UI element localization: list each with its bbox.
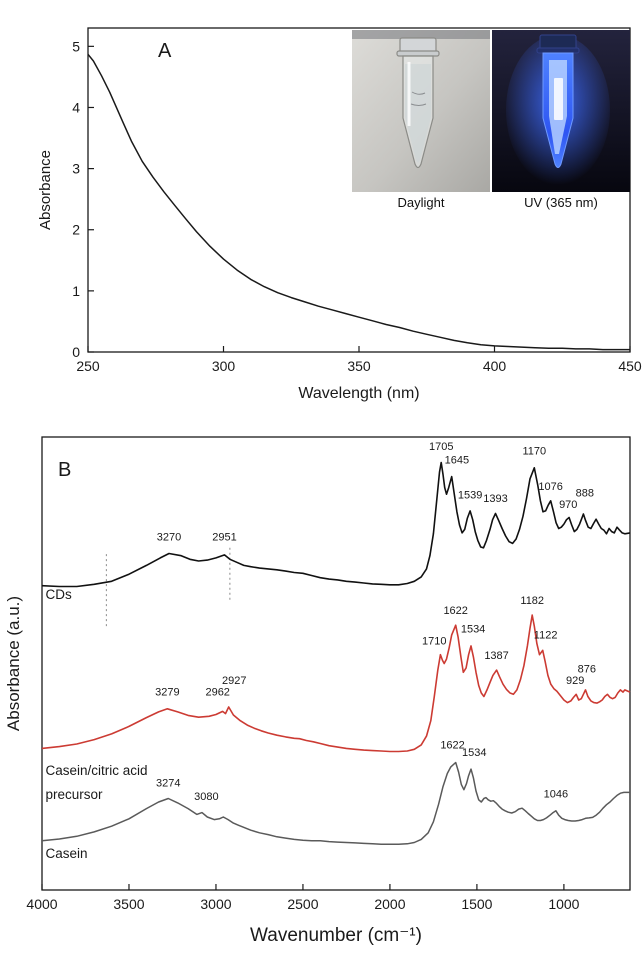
x-tick-label: 2000 <box>374 896 405 912</box>
x-tick-label: 250 <box>76 358 100 374</box>
series-name-label: CDs <box>45 587 71 602</box>
uvvis-chart: 250 300 350 400 450 0 1 2 3 4 5 Wavelength (nm) Abso… <box>37 27 642 402</box>
uv-caption: UV (365 nm) <box>524 195 598 210</box>
peak-label: 1076 <box>538 481 562 493</box>
photo-inset: Daylight UV (365 nm) <box>352 30 630 210</box>
x-tick-label: 3000 <box>200 896 231 912</box>
x-tick-label: 400 <box>483 358 507 374</box>
peak-label: 2927 <box>222 675 246 687</box>
peak-label: 2951 <box>212 531 236 543</box>
peak-label: 1710 <box>422 636 446 648</box>
x-tick-label: 1500 <box>461 896 492 912</box>
peak-label: 1393 <box>483 493 507 505</box>
peak-label: 1387 <box>484 650 508 662</box>
photo-captions: Daylight UV (365 nm) <box>352 192 630 210</box>
series-line-casein <box>41 761 630 846</box>
x-tick-label: 1000 <box>548 896 579 912</box>
series-line-casein-citric-acid-precursor <box>41 614 631 753</box>
y-tick-label: 3 <box>72 161 80 177</box>
panel-b: 4000 3500 3000 2500 2000 1500 1000 3270 2951 1705… <box>0 420 643 963</box>
y-tick-label: 5 <box>72 38 80 54</box>
series-name-label: precursor <box>45 787 103 802</box>
peak-label: 3270 <box>157 531 181 543</box>
x-tick-label: 2500 <box>287 896 318 912</box>
peak-label: 1622 <box>443 605 467 617</box>
peak-label: 3274 <box>156 778 180 790</box>
peak-label: 2962 <box>205 687 229 699</box>
x-axis-label: Wavelength (nm) <box>298 385 419 402</box>
peak-label: 1046 <box>544 789 568 801</box>
panel-label: B <box>58 459 71 481</box>
vial-daylight-icon <box>352 30 490 192</box>
peak-label: 3080 <box>194 791 218 803</box>
x-tick-label: 300 <box>212 358 236 374</box>
y-tick-label: 1 <box>72 283 80 299</box>
peak-label: 1182 <box>520 595 544 607</box>
uv-photo <box>492 30 630 192</box>
peak-label: 1534 <box>461 624 485 636</box>
x-tick-label: 450 <box>618 358 642 374</box>
peak-label: 1539 <box>458 490 482 502</box>
ftir-chart: 4000 3500 3000 2500 2000 1500 1000 3270 2951 1705… <box>4 436 631 946</box>
vial-photos <box>352 30 630 192</box>
peak-label: 970 <box>559 499 577 511</box>
panel-label: A <box>158 40 172 62</box>
series-name-label: Casein/citric acid <box>45 763 147 778</box>
series-line-cds-uv-vis-absorbance <box>87 53 630 351</box>
peak-label: 1622 <box>440 739 464 751</box>
peak-label: 1170 <box>522 446 546 458</box>
x-tick-label: 3500 <box>113 896 144 912</box>
peak-label: 888 <box>576 487 594 499</box>
peak-label: 3279 <box>155 687 179 699</box>
y-axis-label: Absorbance (a.u.) <box>4 596 23 731</box>
x-tick-label: 350 <box>347 358 371 374</box>
peak-label: 1645 <box>445 454 469 466</box>
y-tick-label: 2 <box>72 222 80 238</box>
x-tick-label: 4000 <box>26 896 57 912</box>
peak-label: 1705 <box>429 441 453 453</box>
plot-frame <box>41 436 631 891</box>
vial-uv-icon <box>492 30 630 192</box>
daylight-photo <box>352 30 490 192</box>
series-line-cds <box>41 461 631 588</box>
panel-a: 250 300 350 400 450 0 1 2 3 4 5 Wavelength (nm) Abso… <box>0 0 643 425</box>
peak-label: 1534 <box>462 747 486 759</box>
y-axis-label: Absorbance <box>37 150 54 230</box>
peak-label: 1122 <box>534 629 558 641</box>
y-tick-label: 0 <box>72 344 80 360</box>
y-tick-label: 4 <box>72 99 80 115</box>
series-name-label: Casein <box>45 846 87 861</box>
daylight-caption: Daylight <box>397 195 445 210</box>
peak-label: 929 <box>566 675 584 687</box>
x-axis-label: Wavenumber (cm⁻¹) <box>250 925 422 946</box>
peak-label: 876 <box>578 663 596 675</box>
